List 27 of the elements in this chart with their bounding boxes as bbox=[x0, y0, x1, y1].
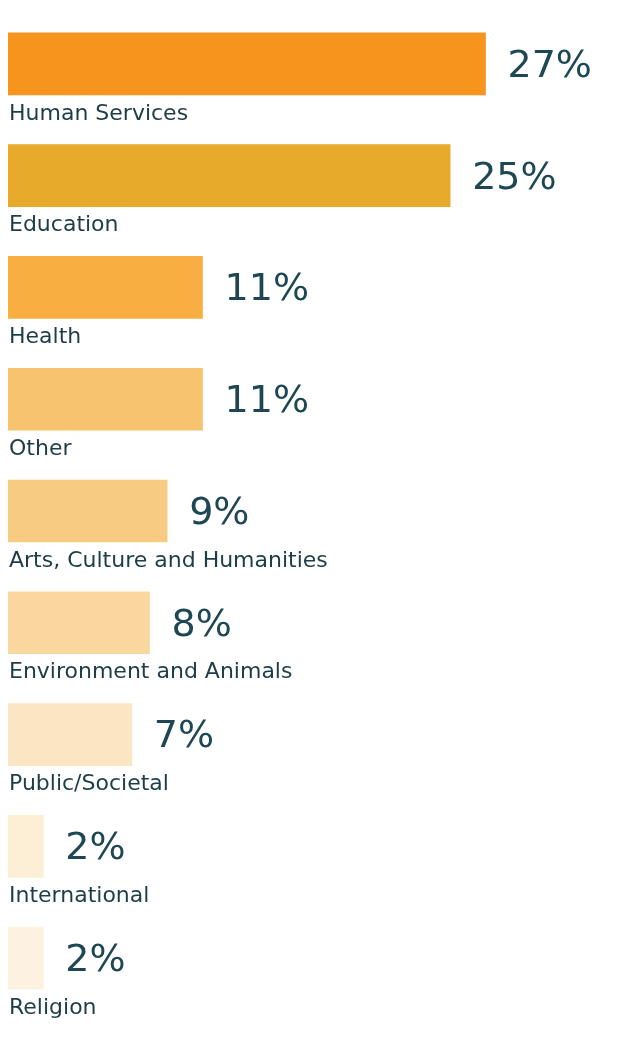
data-label: 2% bbox=[65, 824, 126, 869]
bar bbox=[8, 32, 486, 96]
data-label: 2% bbox=[65, 935, 126, 980]
data-label: 11% bbox=[224, 265, 310, 310]
y-tick-label: Environment and Animals bbox=[9, 658, 293, 684]
bar bbox=[8, 479, 168, 543]
y-tick-label: Health bbox=[9, 323, 82, 349]
y-tick-label: Public/Societal bbox=[9, 770, 169, 796]
data-label: 9% bbox=[189, 488, 250, 533]
data-label: 27% bbox=[507, 41, 592, 86]
bar bbox=[8, 815, 44, 878]
y-tick-label: Other bbox=[9, 434, 73, 460]
bar bbox=[8, 926, 44, 990]
y-tick-label: Education bbox=[9, 211, 119, 237]
bar bbox=[8, 703, 133, 766]
data-label: 7% bbox=[153, 712, 215, 757]
y-tick-label: International bbox=[9, 882, 150, 908]
data-label: 25% bbox=[472, 153, 557, 198]
data-label: 8% bbox=[171, 600, 232, 645]
y-tick-label: Arts, Culture and Humanities bbox=[9, 546, 328, 572]
y-tick-label: Religion bbox=[9, 993, 97, 1019]
bar bbox=[8, 144, 451, 207]
bar bbox=[8, 256, 203, 319]
bar bbox=[8, 367, 203, 431]
y-tick-label: Human Services bbox=[9, 99, 189, 125]
data-label: 11% bbox=[224, 377, 310, 422]
bar bbox=[8, 591, 150, 655]
